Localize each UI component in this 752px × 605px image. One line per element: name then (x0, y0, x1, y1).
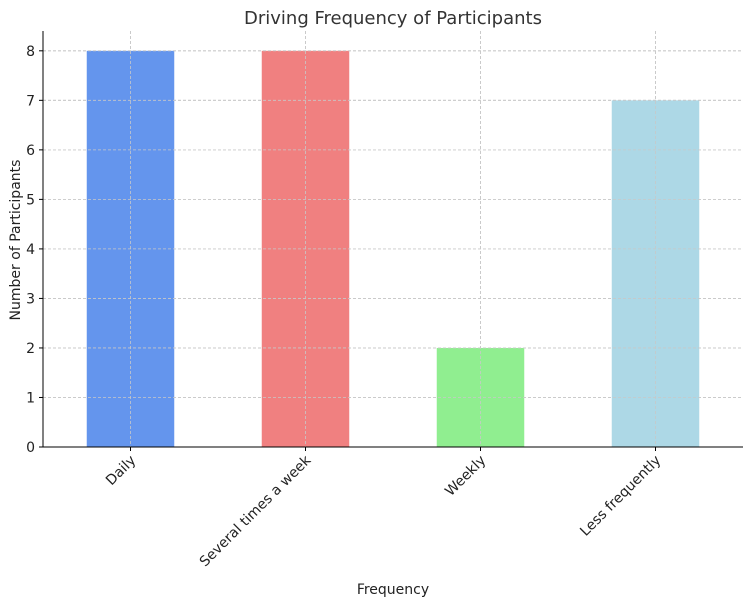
y-tick-label: 7 (26, 93, 35, 109)
x-tick-label: Several times a week (197, 452, 315, 570)
x-tick-label: Weekly (442, 453, 489, 500)
y-tick-label: 0 (26, 440, 35, 456)
y-tick-label: 3 (26, 291, 35, 307)
y-tick-label: 8 (26, 44, 35, 60)
y-tick-label: 6 (26, 143, 35, 159)
y-tick-label: 4 (26, 242, 35, 258)
y-tick-label: 2 (26, 341, 35, 357)
x-tick-label: Daily (103, 453, 139, 489)
y-tick-label: 5 (26, 192, 35, 208)
bars (43, 31, 743, 448)
y-tick-label: 1 (26, 390, 35, 406)
x-axis-label: Frequency (357, 582, 429, 598)
y-axis-label: Number of Participants (8, 160, 24, 321)
chart-title: Driving Frequency of Participants (244, 8, 542, 29)
x-tick-label: Less frequently (577, 453, 664, 540)
